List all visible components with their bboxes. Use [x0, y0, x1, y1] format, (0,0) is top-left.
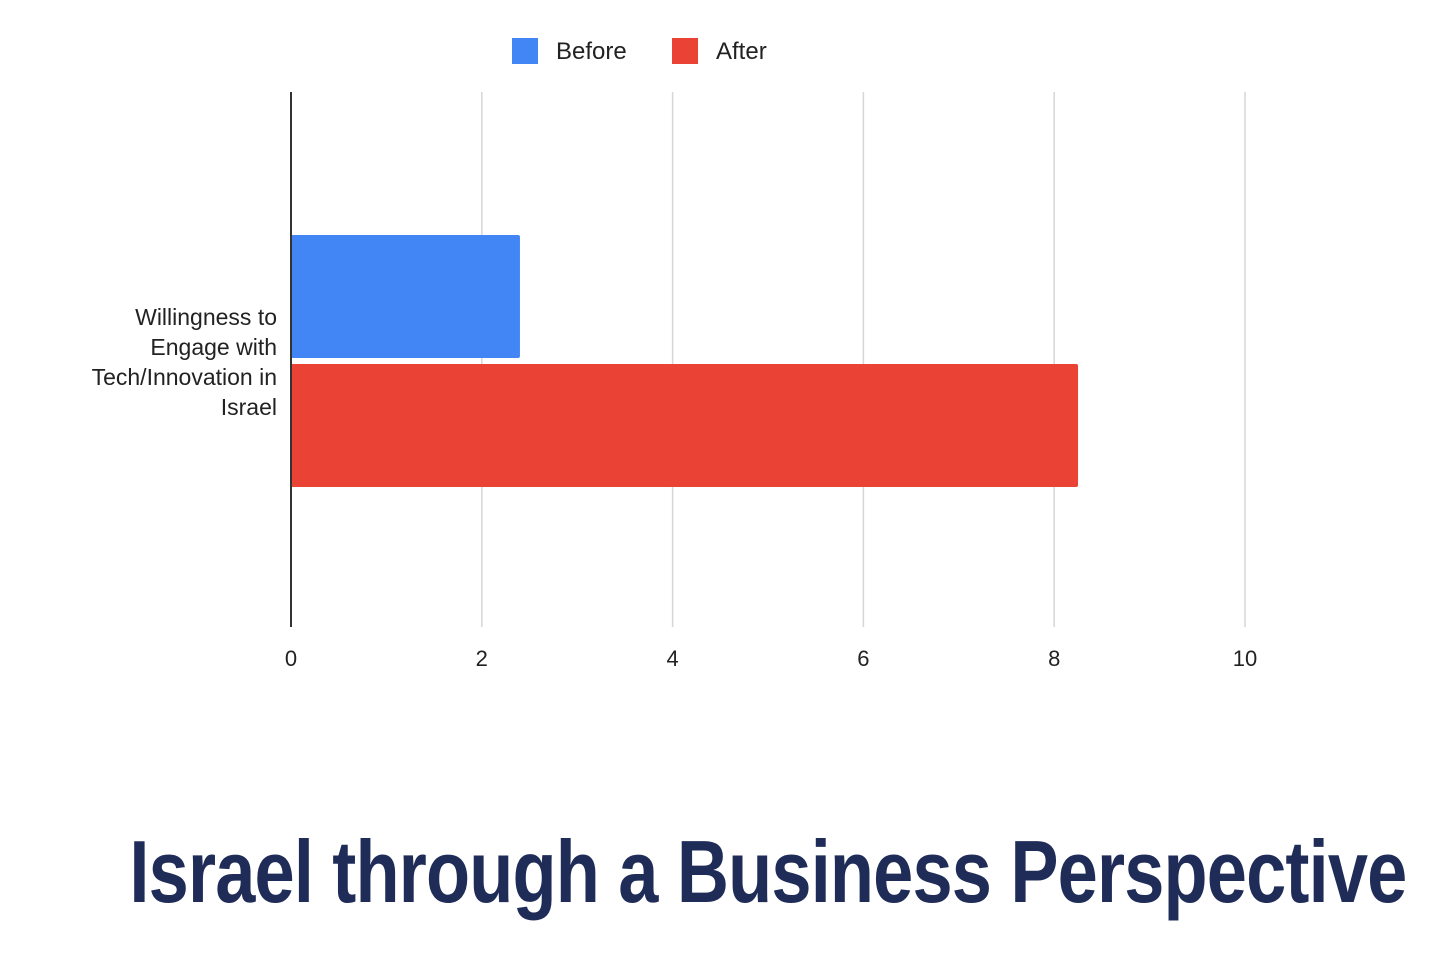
chart: 0 2 4 6 8 10 Willingness to Engage with Tech/In… — [92, 38, 1257, 671]
bars — [291, 235, 1079, 487]
category-label-line: Willingness to — [135, 304, 277, 330]
x-tick-label: 4 — [666, 646, 678, 671]
category-label-line: Tech/Innovation in — [92, 364, 277, 390]
x-tick-label: 10 — [1233, 646, 1257, 671]
x-tick-label: 2 — [476, 646, 488, 671]
legend-label-before: Before — [556, 38, 627, 65]
bar-after — [291, 364, 1079, 487]
x-tick-label: 6 — [857, 646, 869, 671]
legend-swatch-after — [672, 38, 698, 64]
page-title: Israel through a Business Perspective — [129, 822, 1407, 921]
x-tick-label: 8 — [1048, 646, 1060, 671]
legend-label-after: After — [716, 38, 767, 65]
gridlines — [481, 92, 1246, 627]
y-axis-category-label: Willingness to Engage with Tech/Innovation… — [92, 304, 277, 420]
x-axis-ticks: 0 2 4 6 8 10 — [285, 646, 1257, 671]
legend: Before After — [512, 38, 767, 65]
x-tick-label: 0 — [285, 646, 297, 671]
category-label-line: Israel — [221, 394, 277, 420]
bar-before — [291, 235, 520, 358]
category-label-line: Engage with — [150, 334, 277, 360]
legend-swatch-before — [512, 38, 538, 64]
